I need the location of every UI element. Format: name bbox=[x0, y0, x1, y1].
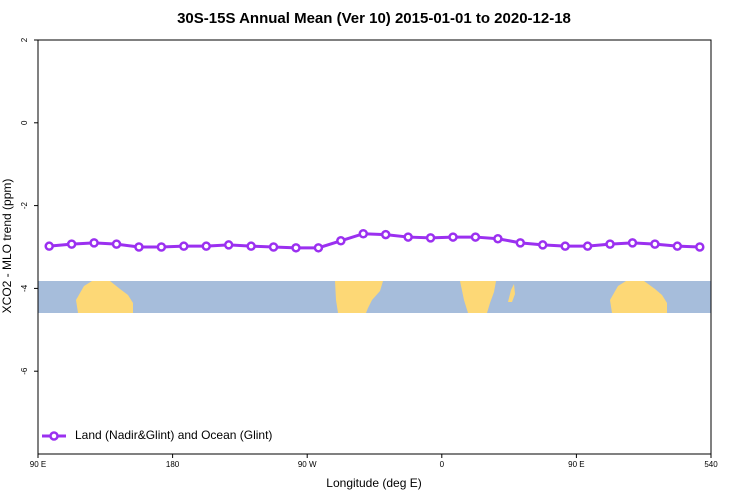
x-tick-label: 90 W bbox=[298, 460, 317, 469]
point bbox=[89, 238, 99, 248]
point bbox=[44, 241, 54, 251]
y-tick-label: 2 bbox=[20, 37, 29, 42]
point bbox=[695, 242, 705, 252]
point bbox=[650, 239, 660, 249]
point bbox=[111, 239, 122, 249]
point bbox=[246, 241, 256, 251]
land bbox=[76, 281, 133, 313]
point bbox=[179, 241, 189, 251]
y-axis-label: XCO2 - MLO trend (ppm) bbox=[0, 179, 14, 314]
x-tick-label: 90 E bbox=[30, 460, 46, 469]
legend-label: Land (Nadir&Glint) and Ocean (Glint) bbox=[75, 428, 272, 442]
point bbox=[134, 242, 144, 252]
x-tick-label: 180 bbox=[166, 460, 180, 469]
land bbox=[460, 281, 496, 313]
point bbox=[313, 243, 324, 253]
point bbox=[627, 238, 638, 248]
y-tick-label: -6 bbox=[20, 367, 29, 375]
land bbox=[335, 281, 383, 313]
point bbox=[291, 243, 301, 253]
x-axis-label: Longitude (deg E) bbox=[326, 476, 421, 490]
plot-frame bbox=[37, 39, 712, 455]
point bbox=[515, 238, 526, 248]
point bbox=[425, 233, 436, 243]
point bbox=[605, 239, 615, 249]
point bbox=[336, 236, 346, 246]
point bbox=[470, 232, 481, 242]
point bbox=[66, 239, 77, 249]
x-tick-label: 0 bbox=[440, 460, 445, 469]
point bbox=[403, 232, 413, 242]
point bbox=[493, 233, 503, 244]
point bbox=[380, 229, 391, 240]
point bbox=[582, 241, 593, 251]
point bbox=[358, 229, 369, 239]
point bbox=[672, 241, 683, 251]
x-tick-label: 540 bbox=[704, 460, 718, 469]
series-line bbox=[49, 232, 700, 250]
y-tick-label: 0 bbox=[20, 120, 29, 125]
legend-marker bbox=[49, 431, 59, 441]
chart-title: 30S-15S Annual Mean (Ver 10) 2015-01-01 … bbox=[177, 10, 571, 27]
map-strip bbox=[38, 281, 711, 313]
land bbox=[508, 284, 515, 302]
point bbox=[223, 240, 234, 250]
point bbox=[156, 242, 167, 252]
x-tick-label: 90 E bbox=[568, 460, 584, 469]
y-tick-label: -4 bbox=[20, 284, 29, 292]
point bbox=[268, 242, 279, 252]
point bbox=[560, 241, 570, 251]
y-tick-label: -2 bbox=[20, 201, 29, 209]
land bbox=[610, 281, 667, 313]
point bbox=[448, 232, 458, 242]
point bbox=[201, 241, 211, 251]
point bbox=[538, 240, 548, 250]
